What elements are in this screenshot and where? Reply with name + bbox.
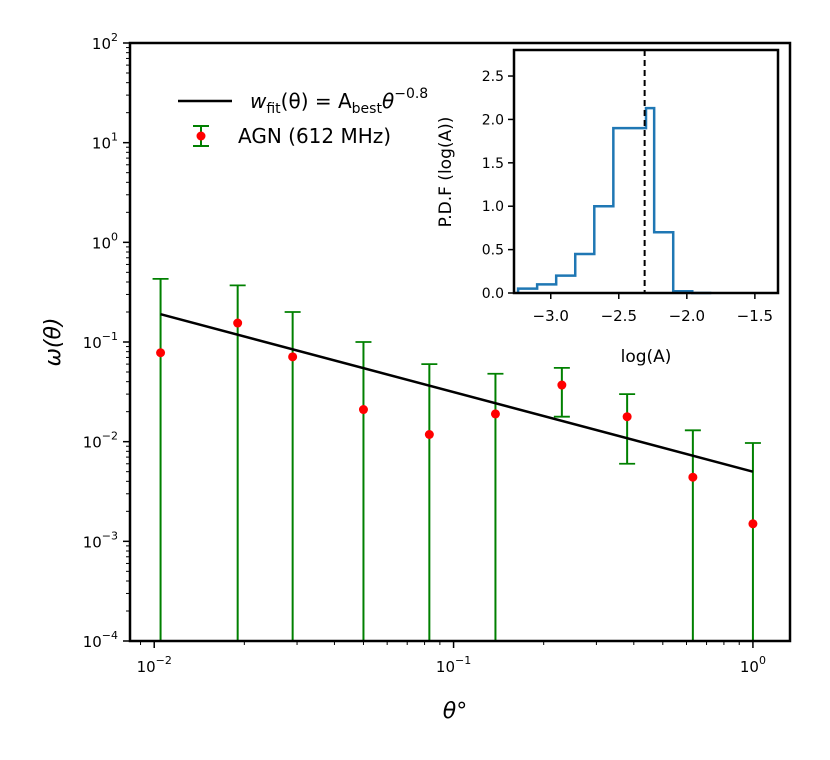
inset-y-tick-label: 1.0	[482, 199, 504, 215]
main-x-label: θ°	[443, 699, 467, 724]
inset-axis-ticks: −3.0 −2.5 −2.0 −1.5 0.0 0.5 1.0 1.5 2.0 2.5	[482, 69, 773, 325]
inset-plot: −3.0 −2.5 −2.0 −1.5 0.0 0.5 1.0 1.5 2.0 2.5 log(A…	[436, 48, 780, 367]
inset-plot-area	[514, 50, 778, 293]
inset-x-tick-label: −3.0	[533, 307, 569, 325]
y-tick-label: 10−1	[83, 330, 118, 352]
fit-line	[160, 313, 754, 473]
x-tick-label: 10−1	[436, 654, 471, 676]
data-point	[557, 380, 567, 390]
main-plot-frame	[128, 41, 792, 643]
inset-x-label: log(A)	[621, 347, 672, 367]
legend-fit-label: wfit(θ) = Abestθ−0.8	[250, 86, 428, 117]
data-point	[156, 348, 166, 358]
data-point	[490, 409, 500, 419]
inset-y-tick-label: 0.5	[482, 243, 504, 259]
y-tick-label: 10−3	[83, 529, 118, 551]
data-point	[288, 352, 298, 362]
data-point	[748, 519, 758, 529]
inset-plot-frame	[512, 48, 780, 295]
inset-y-tick-label: 2.5	[482, 69, 504, 85]
y-tick-label: 102	[92, 31, 118, 53]
histogram-step	[516, 106, 712, 295]
y-tick-label: 100	[92, 230, 118, 252]
inset-y-tick-label: 0.0	[482, 286, 504, 302]
inset-x-tick-label: −2.5	[601, 307, 637, 325]
legend: wfit(θ) = Abestθ−0.8 AGN (612 MHz)	[178, 86, 428, 148]
inset-x-tick-label: −2.0	[669, 307, 705, 325]
legend-point-swatch	[196, 131, 206, 141]
inset-y-label: P.D.F (log(A))	[436, 117, 456, 228]
data-point	[688, 472, 698, 482]
inset-x-tick-label: −1.5	[737, 307, 773, 325]
y-tick-label: 10−2	[83, 430, 118, 452]
data-point	[424, 430, 434, 440]
x-tick-label: 100	[740, 654, 766, 676]
data-point	[622, 412, 632, 422]
data-point	[358, 405, 368, 415]
y-tick-label: 10−4	[83, 629, 118, 651]
error-bars	[152, 277, 761, 641]
fit-line-group	[160, 313, 754, 473]
inset-histogram	[516, 106, 712, 295]
inset-y-tick-label: 2.0	[482, 112, 504, 128]
inset-y-tick-label: 1.5	[482, 156, 504, 172]
y-tick-label: 101	[92, 131, 118, 153]
data-points	[156, 318, 758, 529]
x-tick-label: 10−2	[137, 654, 172, 676]
legend-points-label: AGN (612 MHz)	[238, 124, 391, 148]
main-y-label: ω(θ)	[41, 317, 66, 366]
data-point	[233, 318, 243, 328]
